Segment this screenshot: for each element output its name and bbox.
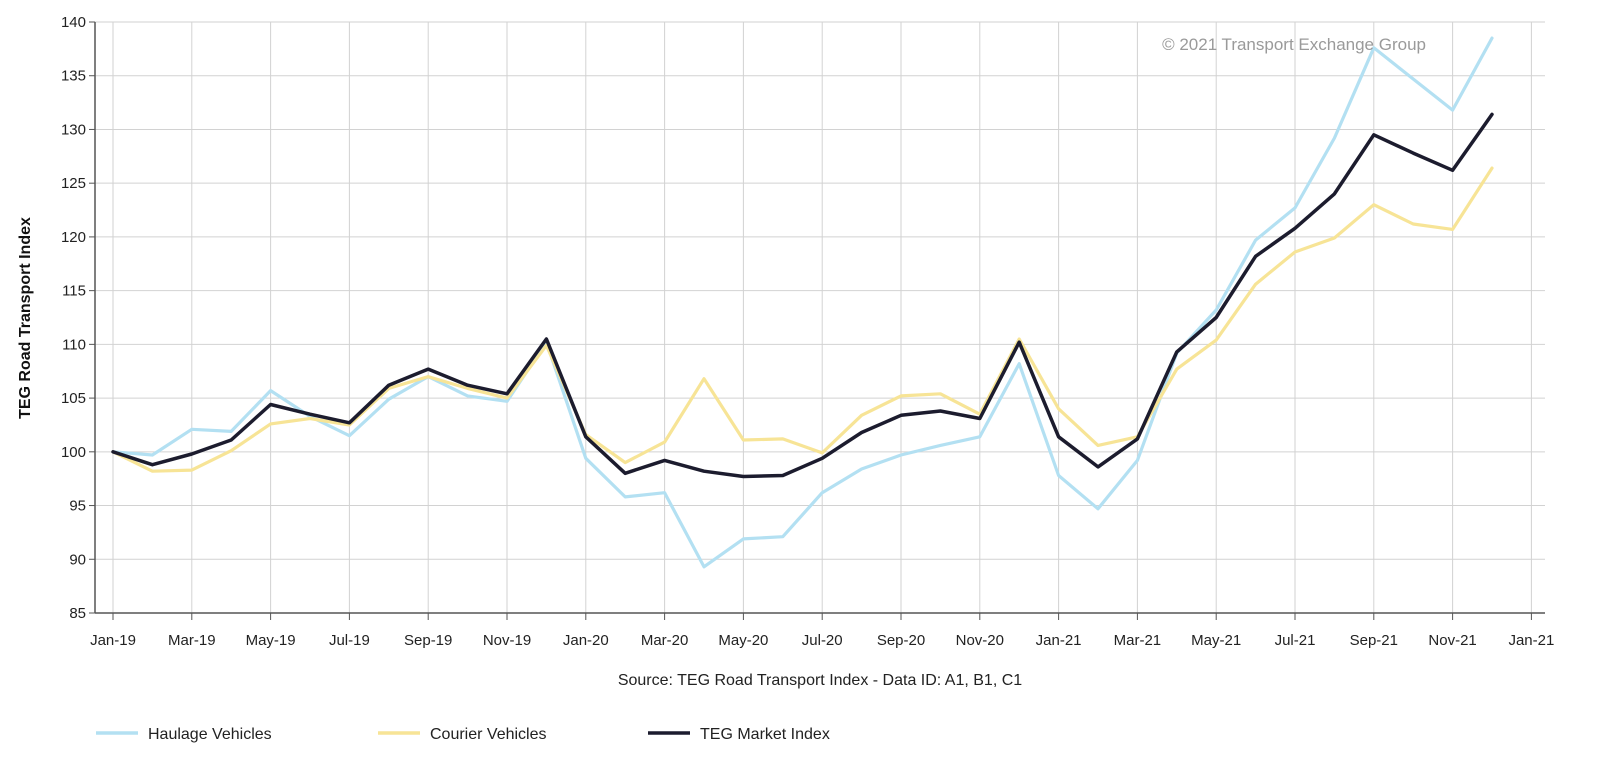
- y-tick-label: 125: [61, 175, 86, 192]
- x-tick-label: Jul-19: [329, 632, 370, 649]
- y-tick-label: 135: [61, 68, 86, 85]
- x-tick-label: Sep-20: [877, 632, 925, 649]
- x-tick-label: Nov-19: [483, 632, 531, 649]
- y-tick-label: 110: [62, 336, 86, 353]
- copyright-notice: © 2021 Transport Exchange Group: [1162, 35, 1426, 54]
- series-line-haulage-vehicles: [111, 36, 1494, 569]
- legend-label: TEG Market Index: [700, 726, 830, 743]
- legend-item-haulage-vehicles: Haulage Vehicles: [96, 726, 272, 743]
- x-tick-label: May-20: [718, 632, 768, 649]
- x-tick-label: Nov-20: [956, 632, 1004, 649]
- x-tick-label: Mar-19: [168, 632, 216, 649]
- legend-label: Haulage Vehicles: [148, 726, 272, 743]
- y-tick-label: 115: [62, 283, 86, 300]
- y-tick-labels: 85 90 95 100 105 110 115 120 125 130 135 140: [61, 14, 86, 622]
- x-tick-label: Nov-21: [1428, 632, 1476, 649]
- x-tick-label: Mar-21: [1114, 632, 1162, 649]
- x-tick-label: May-21: [1191, 632, 1241, 649]
- grid: [95, 21, 1545, 614]
- x-tick-label: Jan-21: [1036, 632, 1082, 649]
- x-tick-label: Jan-20: [563, 632, 609, 649]
- series-lines: [111, 36, 1494, 569]
- y-tick-label: 140: [61, 14, 86, 31]
- y-tick-label: 90: [69, 551, 86, 568]
- x-tick-label: Jul-20: [802, 632, 843, 649]
- legend-item-courier-vehicles: Courier Vehicles: [378, 726, 547, 743]
- series-line-courier-vehicles: [111, 166, 1494, 473]
- y-tick-label: 85: [69, 605, 86, 622]
- y-tick-label: 95: [69, 498, 86, 515]
- x-tick-label: Jan-19: [90, 632, 136, 649]
- x-tick-labels: Jan-19 Mar-19 May-19 Jul-19 Sep-19 Nov-19 Jan-…: [90, 632, 1554, 649]
- y-tick-label: 100: [61, 444, 86, 461]
- x-tick-label: Sep-21: [1350, 632, 1398, 649]
- y-tick-label: 130: [61, 121, 86, 138]
- x-tick-label: Jan-21: [1508, 632, 1554, 649]
- legend-label: Courier Vehicles: [430, 726, 547, 743]
- legend: Haulage Vehicles Courier Vehicles TEG Mark…: [96, 726, 830, 743]
- legend-item-teg-market-index: TEG Market Index: [648, 726, 830, 743]
- x-tick-label: Jul-21: [1275, 632, 1316, 649]
- y-tick-label: 120: [61, 229, 86, 246]
- x-tick-label: Mar-20: [641, 632, 689, 649]
- axes: [89, 21, 1545, 620]
- y-tick-label: 105: [61, 390, 86, 407]
- y-axis-label: TEG Road Transport Index: [17, 217, 34, 419]
- series-line-teg-market-index: [111, 112, 1494, 479]
- x-tick-label: Sep-19: [404, 632, 452, 649]
- source-note: Source: TEG Road Transport Index - Data …: [618, 672, 1022, 689]
- x-tick-label: May-19: [246, 632, 296, 649]
